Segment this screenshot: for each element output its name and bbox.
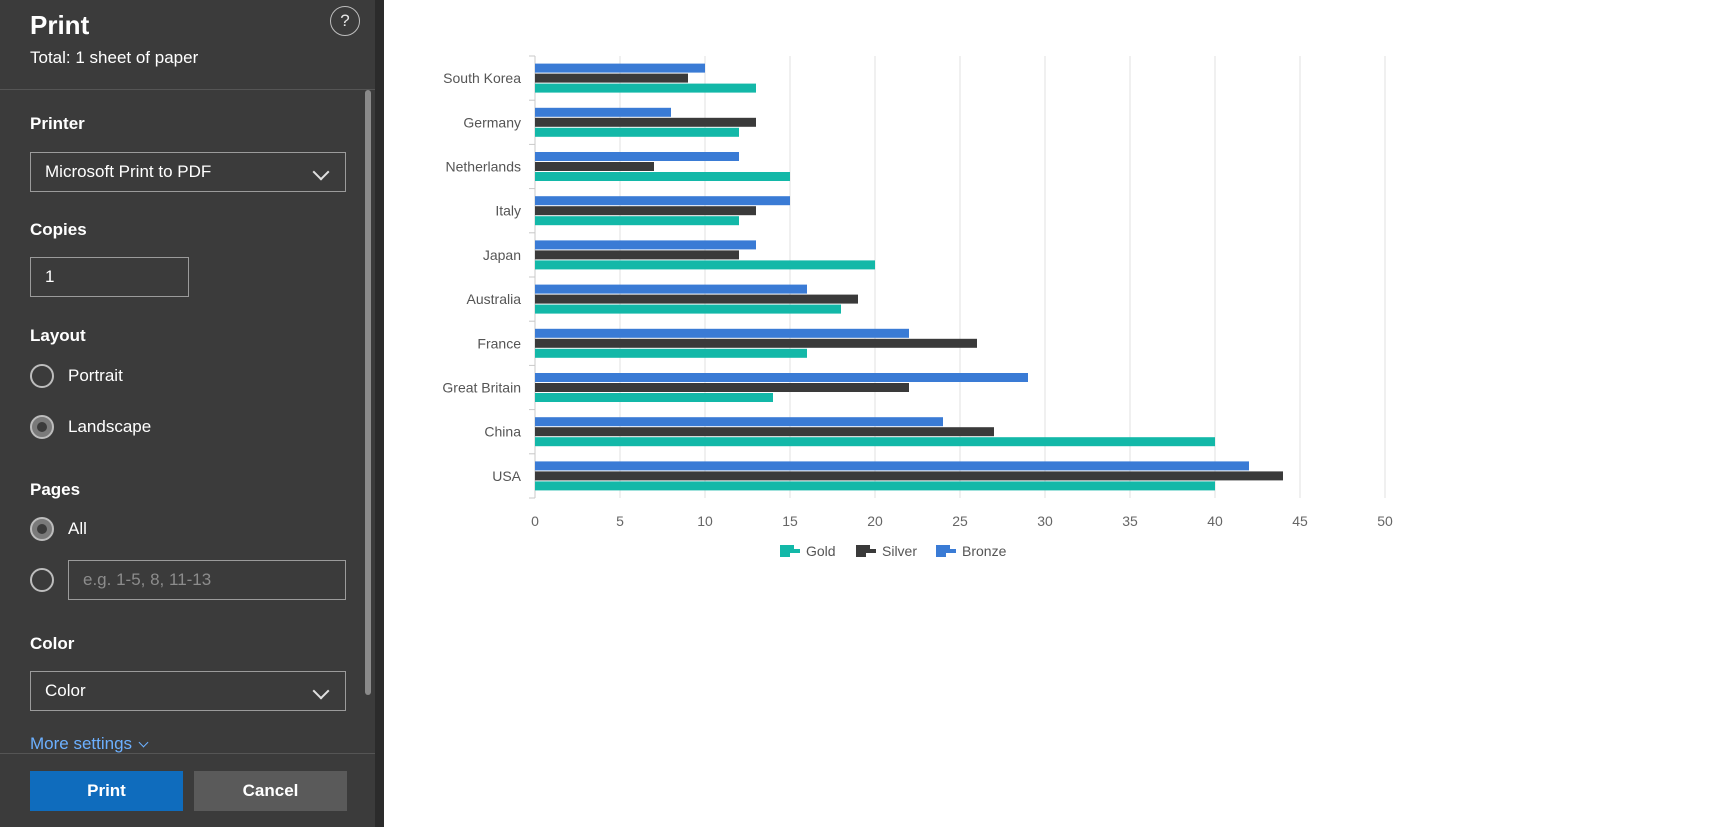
pages-all-label[interactable]: All xyxy=(68,519,87,538)
color-value: Color xyxy=(45,681,86,700)
bar-silver xyxy=(535,206,756,216)
bar-gold xyxy=(535,127,739,137)
scrollbar[interactable] xyxy=(365,90,371,695)
footer-divider xyxy=(0,753,375,754)
pages-label: Pages xyxy=(30,480,81,499)
landscape-label[interactable]: Landscape xyxy=(68,417,152,436)
x-tick-label: 5 xyxy=(616,513,624,529)
category-label: USA xyxy=(492,468,521,484)
bar-gold xyxy=(535,437,1215,447)
bar-silver xyxy=(535,294,858,304)
legend-swatch-bronze xyxy=(936,545,950,549)
header-divider xyxy=(0,89,375,90)
bar-bronze xyxy=(535,373,1028,382)
bar-gold xyxy=(535,216,739,226)
x-tick-label: 30 xyxy=(1037,513,1053,529)
bar-gold xyxy=(535,83,756,93)
bar-bronze xyxy=(535,152,739,161)
legend-swatch-bronze xyxy=(936,553,946,557)
legend-swatch-bronze xyxy=(936,549,956,553)
bar-bronze xyxy=(535,284,807,294)
pages-range-input[interactable]: e.g. 1-5, 8, 11-13 xyxy=(68,560,346,600)
pages-range-placeholder: e.g. 1-5, 8, 11-13 xyxy=(83,570,212,589)
bar-silver xyxy=(535,383,909,392)
bar-bronze xyxy=(535,461,1249,471)
help-icon[interactable]: ? xyxy=(330,6,360,36)
copies-input[interactable]: 1 xyxy=(30,257,189,297)
landscape-radio[interactable] xyxy=(30,415,54,439)
more-settings-label: More settings xyxy=(30,734,133,753)
bar-gold xyxy=(535,348,807,358)
bar-silver xyxy=(535,73,688,83)
pages-all-radio[interactable] xyxy=(30,517,54,541)
bar-bronze xyxy=(535,63,705,73)
copies-value: 1 xyxy=(45,267,55,286)
legend-label-gold: Gold xyxy=(806,543,836,559)
x-tick-label: 20 xyxy=(867,513,883,529)
more-settings-link[interactable]: More settings xyxy=(30,734,149,754)
x-tick-label: 45 xyxy=(1292,513,1308,529)
bar-bronze xyxy=(535,417,943,427)
bar-gold xyxy=(535,393,773,402)
category-label: Great Britain xyxy=(442,380,521,396)
x-tick-label: 50 xyxy=(1377,513,1393,529)
portrait-radio[interactable] xyxy=(30,364,54,388)
legend-swatch-gold xyxy=(780,549,800,553)
chevron-down-icon xyxy=(312,682,330,700)
printer-label: Printer xyxy=(30,114,85,133)
category-label: France xyxy=(477,335,521,351)
print-preview-chart: 0 5 10 15 20 25 30 35 40 45 50 USA China Great Britai… xyxy=(442,55,1393,559)
bar-silver xyxy=(535,162,654,171)
x-tick-label: 35 xyxy=(1122,513,1138,529)
bar-bronze xyxy=(535,240,756,250)
x-tick-label: 25 xyxy=(952,513,968,529)
x-tick-label: 0 xyxy=(531,513,539,529)
layout-label: Layout xyxy=(30,326,86,345)
category-label: Germany xyxy=(463,114,521,130)
category-label: Italy xyxy=(495,203,521,219)
bar-silver xyxy=(535,471,1283,481)
print-settings-panel: Print Total: 1 sheet of paper ? Printer … xyxy=(0,0,375,827)
sidebar-border xyxy=(375,0,384,827)
sheet-count: Total: 1 sheet of paper xyxy=(30,48,199,67)
color-select[interactable]: Color xyxy=(30,671,346,711)
category-label: Netherlands xyxy=(446,159,522,175)
chevron-down-icon xyxy=(138,737,149,748)
category-label: Australia xyxy=(467,291,522,307)
bar-gold xyxy=(535,172,790,181)
bar-silver xyxy=(535,338,977,348)
legend-label-bronze: Bronze xyxy=(962,543,1007,559)
dialog-title: Print xyxy=(30,10,90,40)
printer-select[interactable]: Microsoft Print to PDF xyxy=(30,152,346,192)
legend-swatch-gold xyxy=(780,553,790,557)
bar-silver xyxy=(535,117,756,127)
color-label: Color xyxy=(30,634,75,653)
chevron-down-icon xyxy=(312,163,330,181)
bar-gold xyxy=(535,260,875,270)
x-tick-label: 15 xyxy=(782,513,798,529)
legend-swatch-silver xyxy=(856,545,870,549)
copies-label: Copies xyxy=(30,220,87,239)
pages-custom-radio[interactable] xyxy=(30,568,54,592)
x-tick-label: 10 xyxy=(697,513,713,529)
portrait-label[interactable]: Portrait xyxy=(68,366,123,385)
legend-swatch-silver xyxy=(856,549,876,553)
bar-silver xyxy=(535,250,739,260)
category-label: South Korea xyxy=(443,70,521,86)
bar-bronze xyxy=(535,196,790,206)
printer-value: Microsoft Print to PDF xyxy=(45,162,212,181)
x-tick-label: 40 xyxy=(1207,513,1223,529)
legend-label-silver: Silver xyxy=(882,543,917,559)
category-label: China xyxy=(484,424,521,440)
category-label: Japan xyxy=(483,247,521,263)
print-button[interactable]: Print xyxy=(30,771,183,811)
legend-swatch-gold xyxy=(780,545,794,549)
bar-gold xyxy=(535,481,1215,491)
legend-swatch-silver xyxy=(856,553,866,557)
bar-gold xyxy=(535,304,841,314)
bar-bronze xyxy=(535,328,909,338)
bar-silver xyxy=(535,427,994,437)
bar-bronze xyxy=(535,107,671,117)
cancel-button[interactable]: Cancel xyxy=(194,771,347,811)
